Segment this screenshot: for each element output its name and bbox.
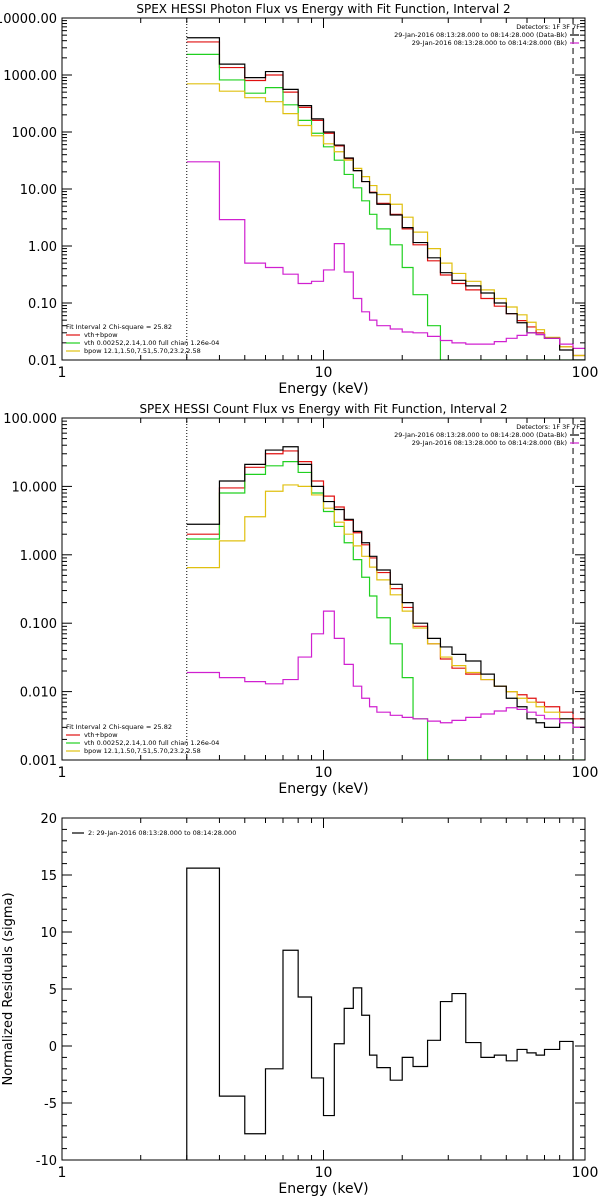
series-line-3 (186, 83, 585, 357)
chart-title: SPEX HESSI Count Flux vs Energy with Fit… (139, 402, 507, 416)
x-tick-label: 1 (58, 1165, 67, 1181)
x-axis-label: Energy (keV) (278, 1181, 368, 1197)
series-line-1 (186, 41, 585, 357)
y-tick-label: 0.001 (20, 754, 57, 769)
x-axis-label: Energy (keV) (278, 781, 368, 797)
y-tick-label: 0 (49, 1040, 57, 1055)
x-tick-label: 10 (315, 1165, 333, 1181)
fit-info-label: Fit Interval 2 Chi-square = 25.82 (66, 323, 172, 331)
series-line-1 (186, 867, 574, 1160)
y-axis-label: Normalized Residuals (sigma) (1, 892, 16, 1085)
y-tick-label: 10.00 (20, 183, 57, 198)
y-tick-label: 1000.00 (3, 69, 57, 84)
legend-entry: bpow 12.1,1.50,7.51,5.70,23.2,2.58 (84, 747, 201, 755)
legend: 2: 29-Jan-2016 08:13:28.000 to 08:14:28.… (72, 829, 236, 837)
series-line-3 (186, 484, 585, 728)
x-axis: 1 10 100 Energy (keV) (58, 818, 599, 1197)
series-group (186, 37, 585, 360)
y-tick-label: -10 (36, 1154, 57, 1169)
y-tick-label: 5 (49, 983, 57, 998)
y-tick-label: 1.00 (28, 240, 57, 255)
series-line-1 (186, 450, 585, 720)
series-line-2 (186, 53, 585, 360)
y-tick-label: 10000.00 (0, 12, 57, 27)
y-tick-label: 10 (40, 926, 57, 941)
fit-info-label: Fit Interval 2 Chi-square = 25.82 (66, 723, 172, 731)
legend: Fit Interval 2 Chi-square = 25.82vth+bpo… (66, 323, 219, 355)
x-tick-label: 1 (58, 765, 67, 781)
legend-entry: 2: 29-Jan-2016 08:13:28.000 to 08:14:28.… (88, 829, 236, 837)
x-tick-label: 1 (58, 365, 67, 381)
x-tick-label: 100 (572, 1165, 599, 1181)
y-tick-label: 0.100 (20, 617, 57, 632)
x-tick-label: 10 (315, 765, 333, 781)
chart-panel-1: SPEX HESSI Photon Flux vs Energy with Fi… (0, 2, 598, 397)
interval-label: 29-Jan-2016 08:13:28.000 to 08:14:28.000… (412, 439, 567, 447)
y-axis: 20 15 10 5 0 -5 -10 Normalized Residuals (sigma… (1, 812, 585, 1169)
series-group (186, 867, 574, 1160)
x-axis-label: Energy (keV) (278, 381, 368, 397)
chart-panel-2: SPEX HESSI Count Flux vs Energy with Fit… (3, 402, 598, 797)
y-tick-label: 0.01 (28, 354, 57, 369)
legend-entry: vth 0.00252,2.14,1.00 full chian 1.26e-0… (84, 739, 219, 747)
legend-entry: vth+bpow (84, 731, 118, 739)
y-tick-label: -5 (44, 1097, 57, 1112)
legend: Fit Interval 2 Chi-square = 25.82vth+bpo… (66, 723, 219, 755)
y-tick-label: 15 (40, 869, 57, 884)
y-tick-label: 0.010 (20, 686, 57, 701)
legend-entry: vth+bpow (84, 331, 118, 339)
x-axis: 1 10 100 Energy (keV) (58, 18, 599, 397)
series-line-5 (186, 610, 585, 728)
y-tick-label: 100.000 (3, 412, 57, 427)
y-tick-label: 10.000 (12, 480, 58, 495)
legend-entry: vth 0.00252,2.14,1.00 full chian 1.26e-0… (84, 339, 219, 347)
detectors-label: Detectors: 1F 3F 7F (516, 23, 580, 31)
x-tick-label: 100 (572, 765, 599, 781)
y-tick-label: 20 (40, 812, 57, 827)
y-axis: 10000.00 1000.00 100.00 10.00 1.00 0.10 0.01 (0, 12, 585, 369)
x-axis: 1 10 100 Energy (keV) (58, 418, 599, 797)
chart-title: SPEX HESSI Photon Flux vs Energy with Fi… (136, 2, 510, 16)
series-line-2 (186, 461, 585, 760)
x-tick-label: 10 (315, 365, 333, 381)
series-group (186, 446, 585, 760)
series-line-4 (186, 37, 585, 360)
y-tick-label: 100.00 (12, 126, 58, 141)
x-tick-label: 100 (572, 365, 599, 381)
y-tick-label: 0.10 (28, 297, 57, 312)
y-axis: 100.000 10.000 1.000 0.100 0.010 0.001 (3, 412, 585, 769)
series-line-4 (186, 446, 585, 728)
interval-label: 29-Jan-2016 08:13:28.000 to 08:14:28.000… (412, 39, 567, 47)
detectors-label: Detectors: 1F 3F 7F (516, 423, 580, 431)
y-tick-label: 1.000 (20, 549, 57, 564)
legend-entry: bpow 12.1,1.50,7.51,5.70,23.2,2.58 (84, 347, 201, 355)
series-line-5 (186, 161, 585, 349)
chart-panel-3: 1 10 100 Energy (keV) 20 15 10 5 0 -5 -10 Normalize… (1, 812, 598, 1197)
interval-label: 29-Jan-2016 08:13:28.000 to 08:14:28.000… (394, 31, 567, 39)
interval-label: 29-Jan-2016 08:13:28.000 to 08:14:28.000… (394, 431, 567, 439)
